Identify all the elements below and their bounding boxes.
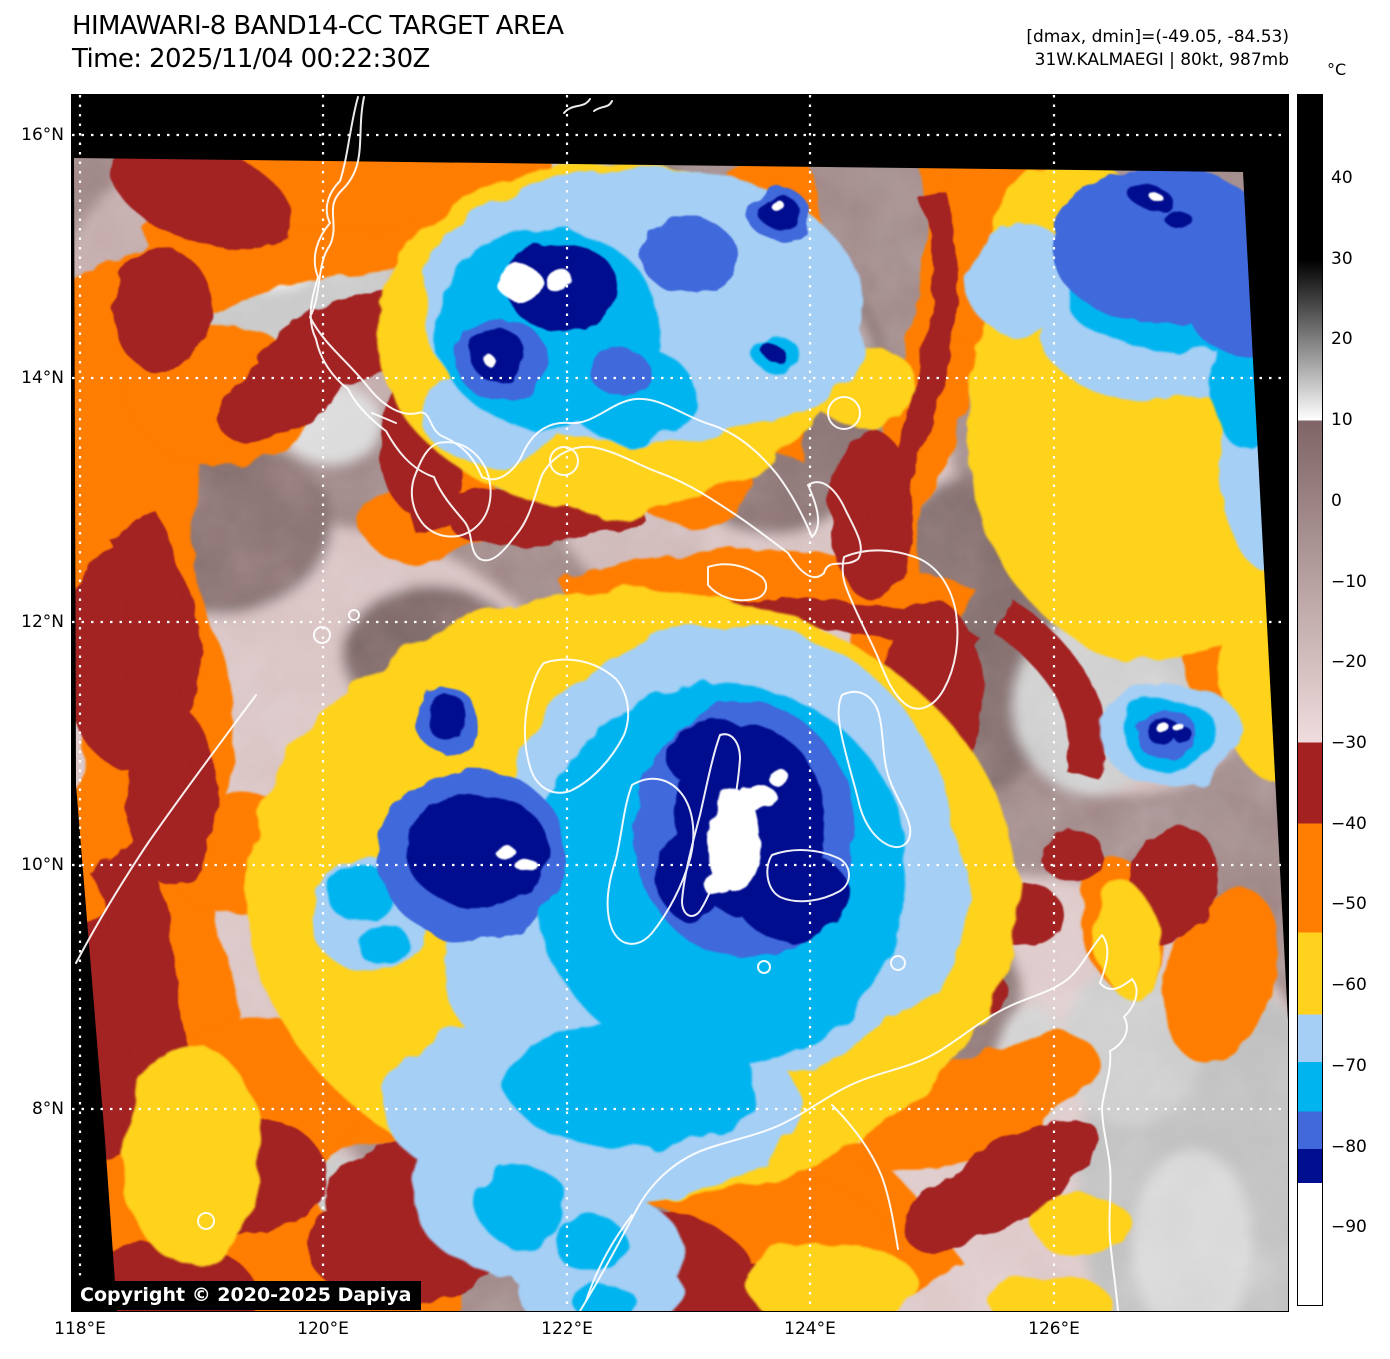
colorbar-tick-label: −70 [1331, 1055, 1367, 1076]
lon-tick-label: 118°E [54, 1319, 106, 1339]
colorbar-tick-label: −10 [1331, 571, 1367, 592]
graticule-gridlines [72, 95, 1288, 1311]
colorbar-tick-label: 20 [1331, 329, 1353, 350]
coastlines [75, 96, 1138, 1311]
lat-tick-label: 10°N [21, 855, 64, 875]
lat-tick-label: 14°N [21, 368, 64, 388]
storm-label: 31W.KALMAEGI | 80kt, 987mb [1034, 50, 1289, 70]
colorbar-tick-label: −20 [1331, 652, 1367, 673]
colorbar-tick-label: −80 [1331, 1136, 1367, 1157]
satellite-swath [74, 158, 1288, 1311]
colorbar-tick-label: 30 [1331, 248, 1353, 269]
map-plot-area [71, 94, 1289, 1312]
page-title: HIMAWARI-8 BAND14-CC TARGET AREA [72, 11, 564, 41]
colorbar-tick-label: 40 [1331, 168, 1353, 188]
colorbar-tick-label: −90 [1331, 1217, 1367, 1238]
colorbar-tick-label: −60 [1331, 975, 1367, 996]
colorbar-tick-label: −40 [1331, 813, 1367, 834]
satellite-image [72, 95, 1288, 1311]
colorbar-tick-label: −30 [1331, 732, 1367, 753]
colorbar-tick-label: 10 [1331, 410, 1353, 431]
lat-tick-label: 12°N [21, 612, 64, 632]
timestamp-label: Time: 2025/11/04 00:22:30Z [72, 44, 430, 74]
lon-tick-label: 122°E [541, 1319, 593, 1339]
copyright-badge: Copyright © 2020-2025 Dapiya [72, 1281, 422, 1310]
temperature-colorbar [1297, 94, 1323, 1306]
lat-tick-label: 16°N [21, 125, 64, 145]
lon-tick-label: 120°E [297, 1319, 349, 1339]
lat-tick-label: 8°N [31, 1099, 64, 1119]
title-block: HIMAWARI-8 BAND14-CC TARGET AREA Time: 2… [72, 10, 564, 76]
lon-tick-label: 124°E [784, 1319, 836, 1339]
colorbar-tick-label: −50 [1331, 894, 1367, 915]
lon-tick-label: 126°E [1028, 1319, 1080, 1339]
colorbar-tick-label: 0 [1331, 490, 1342, 511]
colorbar-unit-label: °C [1327, 60, 1347, 79]
dmax-dmin-label: [dmax, dmin]=(-49.05, -84.53) [1026, 27, 1289, 47]
storm-info-block: [dmax, dmin]=(-49.05, -84.53) 31W.KALMAE… [1026, 26, 1289, 72]
